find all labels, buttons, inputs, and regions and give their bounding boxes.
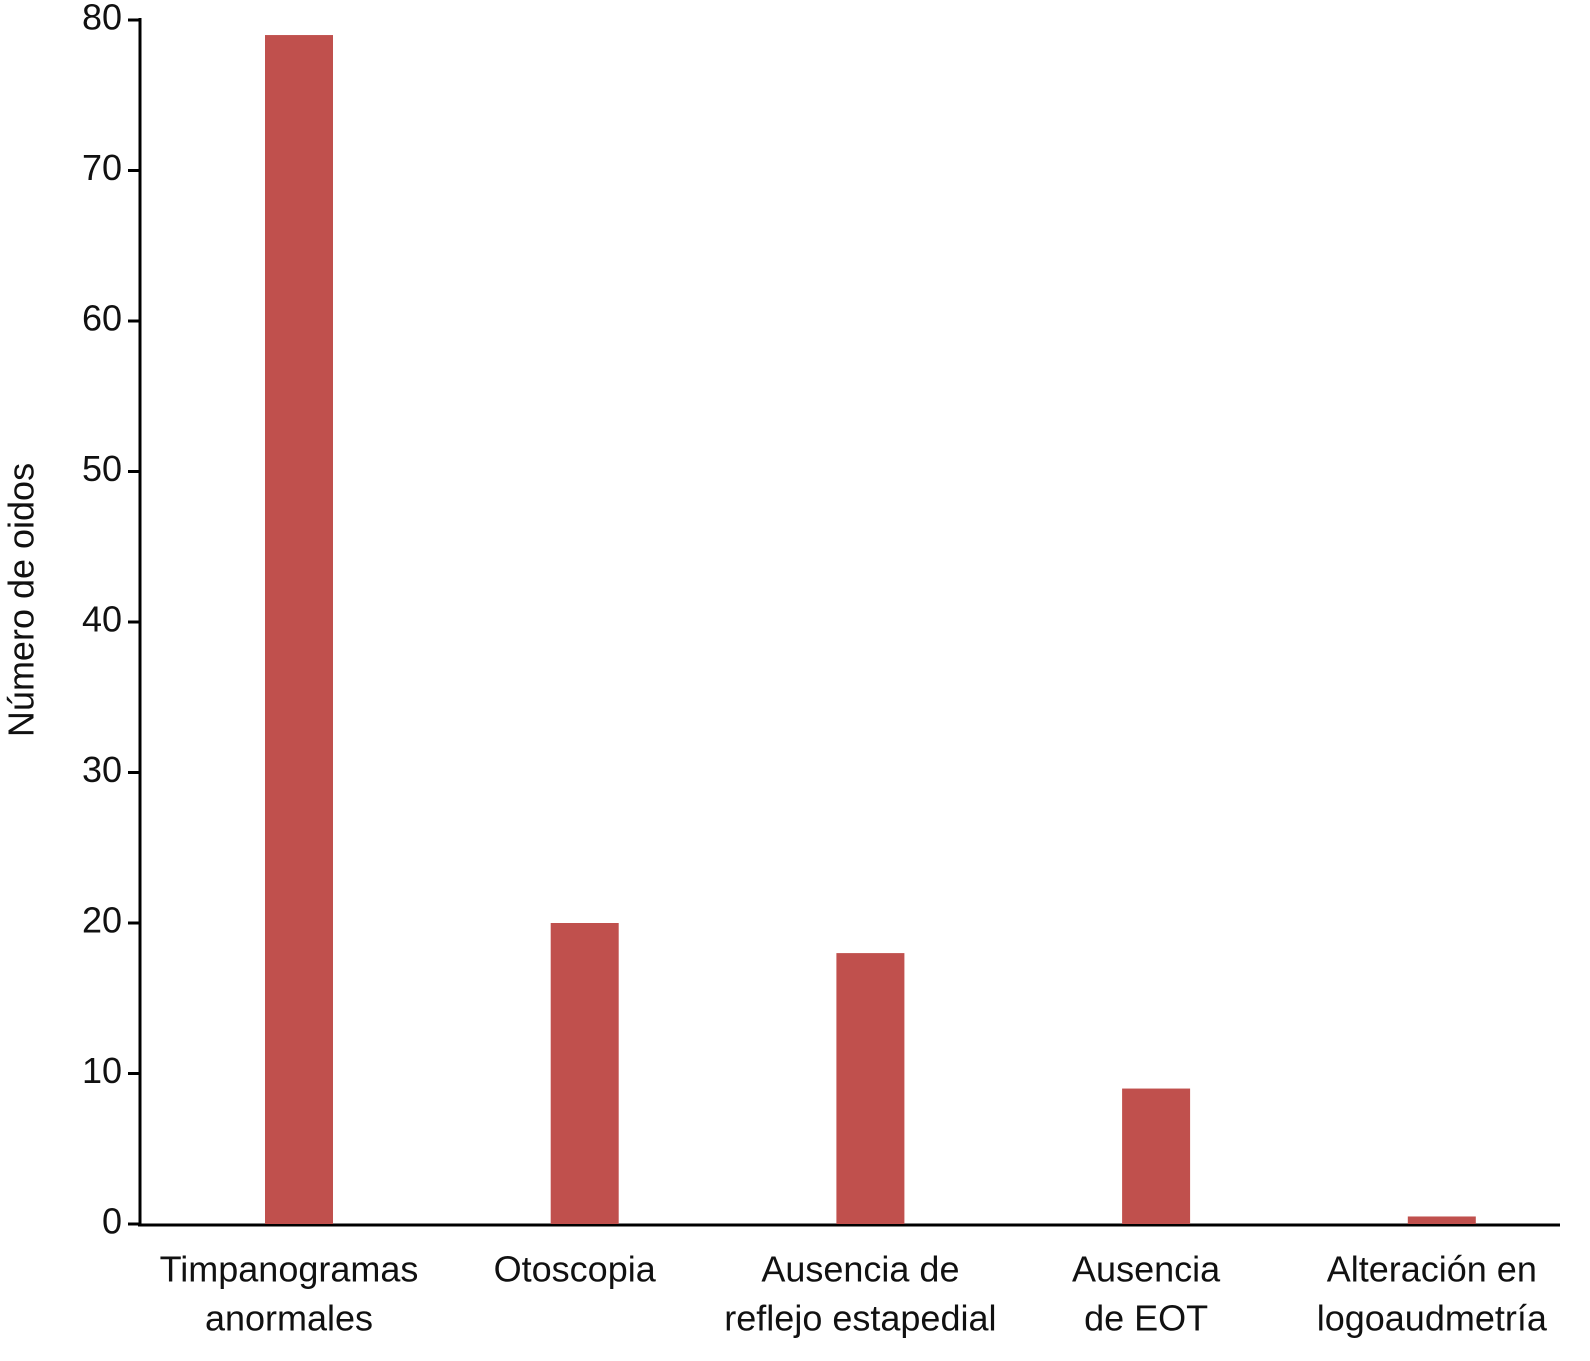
bar [1407, 1216, 1476, 1224]
x-tick-label: Ausencia de [761, 1249, 959, 1290]
bar [550, 923, 619, 1224]
x-tick-label: logoaudmetría [1317, 1298, 1548, 1339]
y-tick-label: 30 [82, 749, 122, 790]
bar [1122, 1088, 1191, 1224]
x-tick-label: Ausencia [1072, 1249, 1221, 1290]
x-tick-label: reflejo estapedial [724, 1298, 996, 1339]
y-tick-label: 50 [82, 448, 122, 489]
y-tick-label: 60 [82, 298, 122, 339]
bar [265, 35, 333, 1224]
y-tick-label: 20 [82, 900, 122, 941]
y-tick-label: 40 [82, 599, 122, 640]
y-tick-label: 80 [82, 0, 122, 38]
y-tick-label: 0 [102, 1201, 122, 1242]
x-tick-label: Otoscopia [494, 1249, 657, 1290]
y-axis-label: Número de oidos [1, 463, 42, 737]
x-tick-label: Timpanogramas [160, 1249, 419, 1290]
x-tick-label: anormales [205, 1298, 373, 1339]
y-tick-label: 70 [82, 147, 122, 188]
y-tick-label: 10 [82, 1050, 122, 1091]
x-tick-label: de EOT [1084, 1298, 1208, 1339]
x-tick-label: Alteración en [1327, 1249, 1537, 1290]
bar [836, 953, 905, 1224]
